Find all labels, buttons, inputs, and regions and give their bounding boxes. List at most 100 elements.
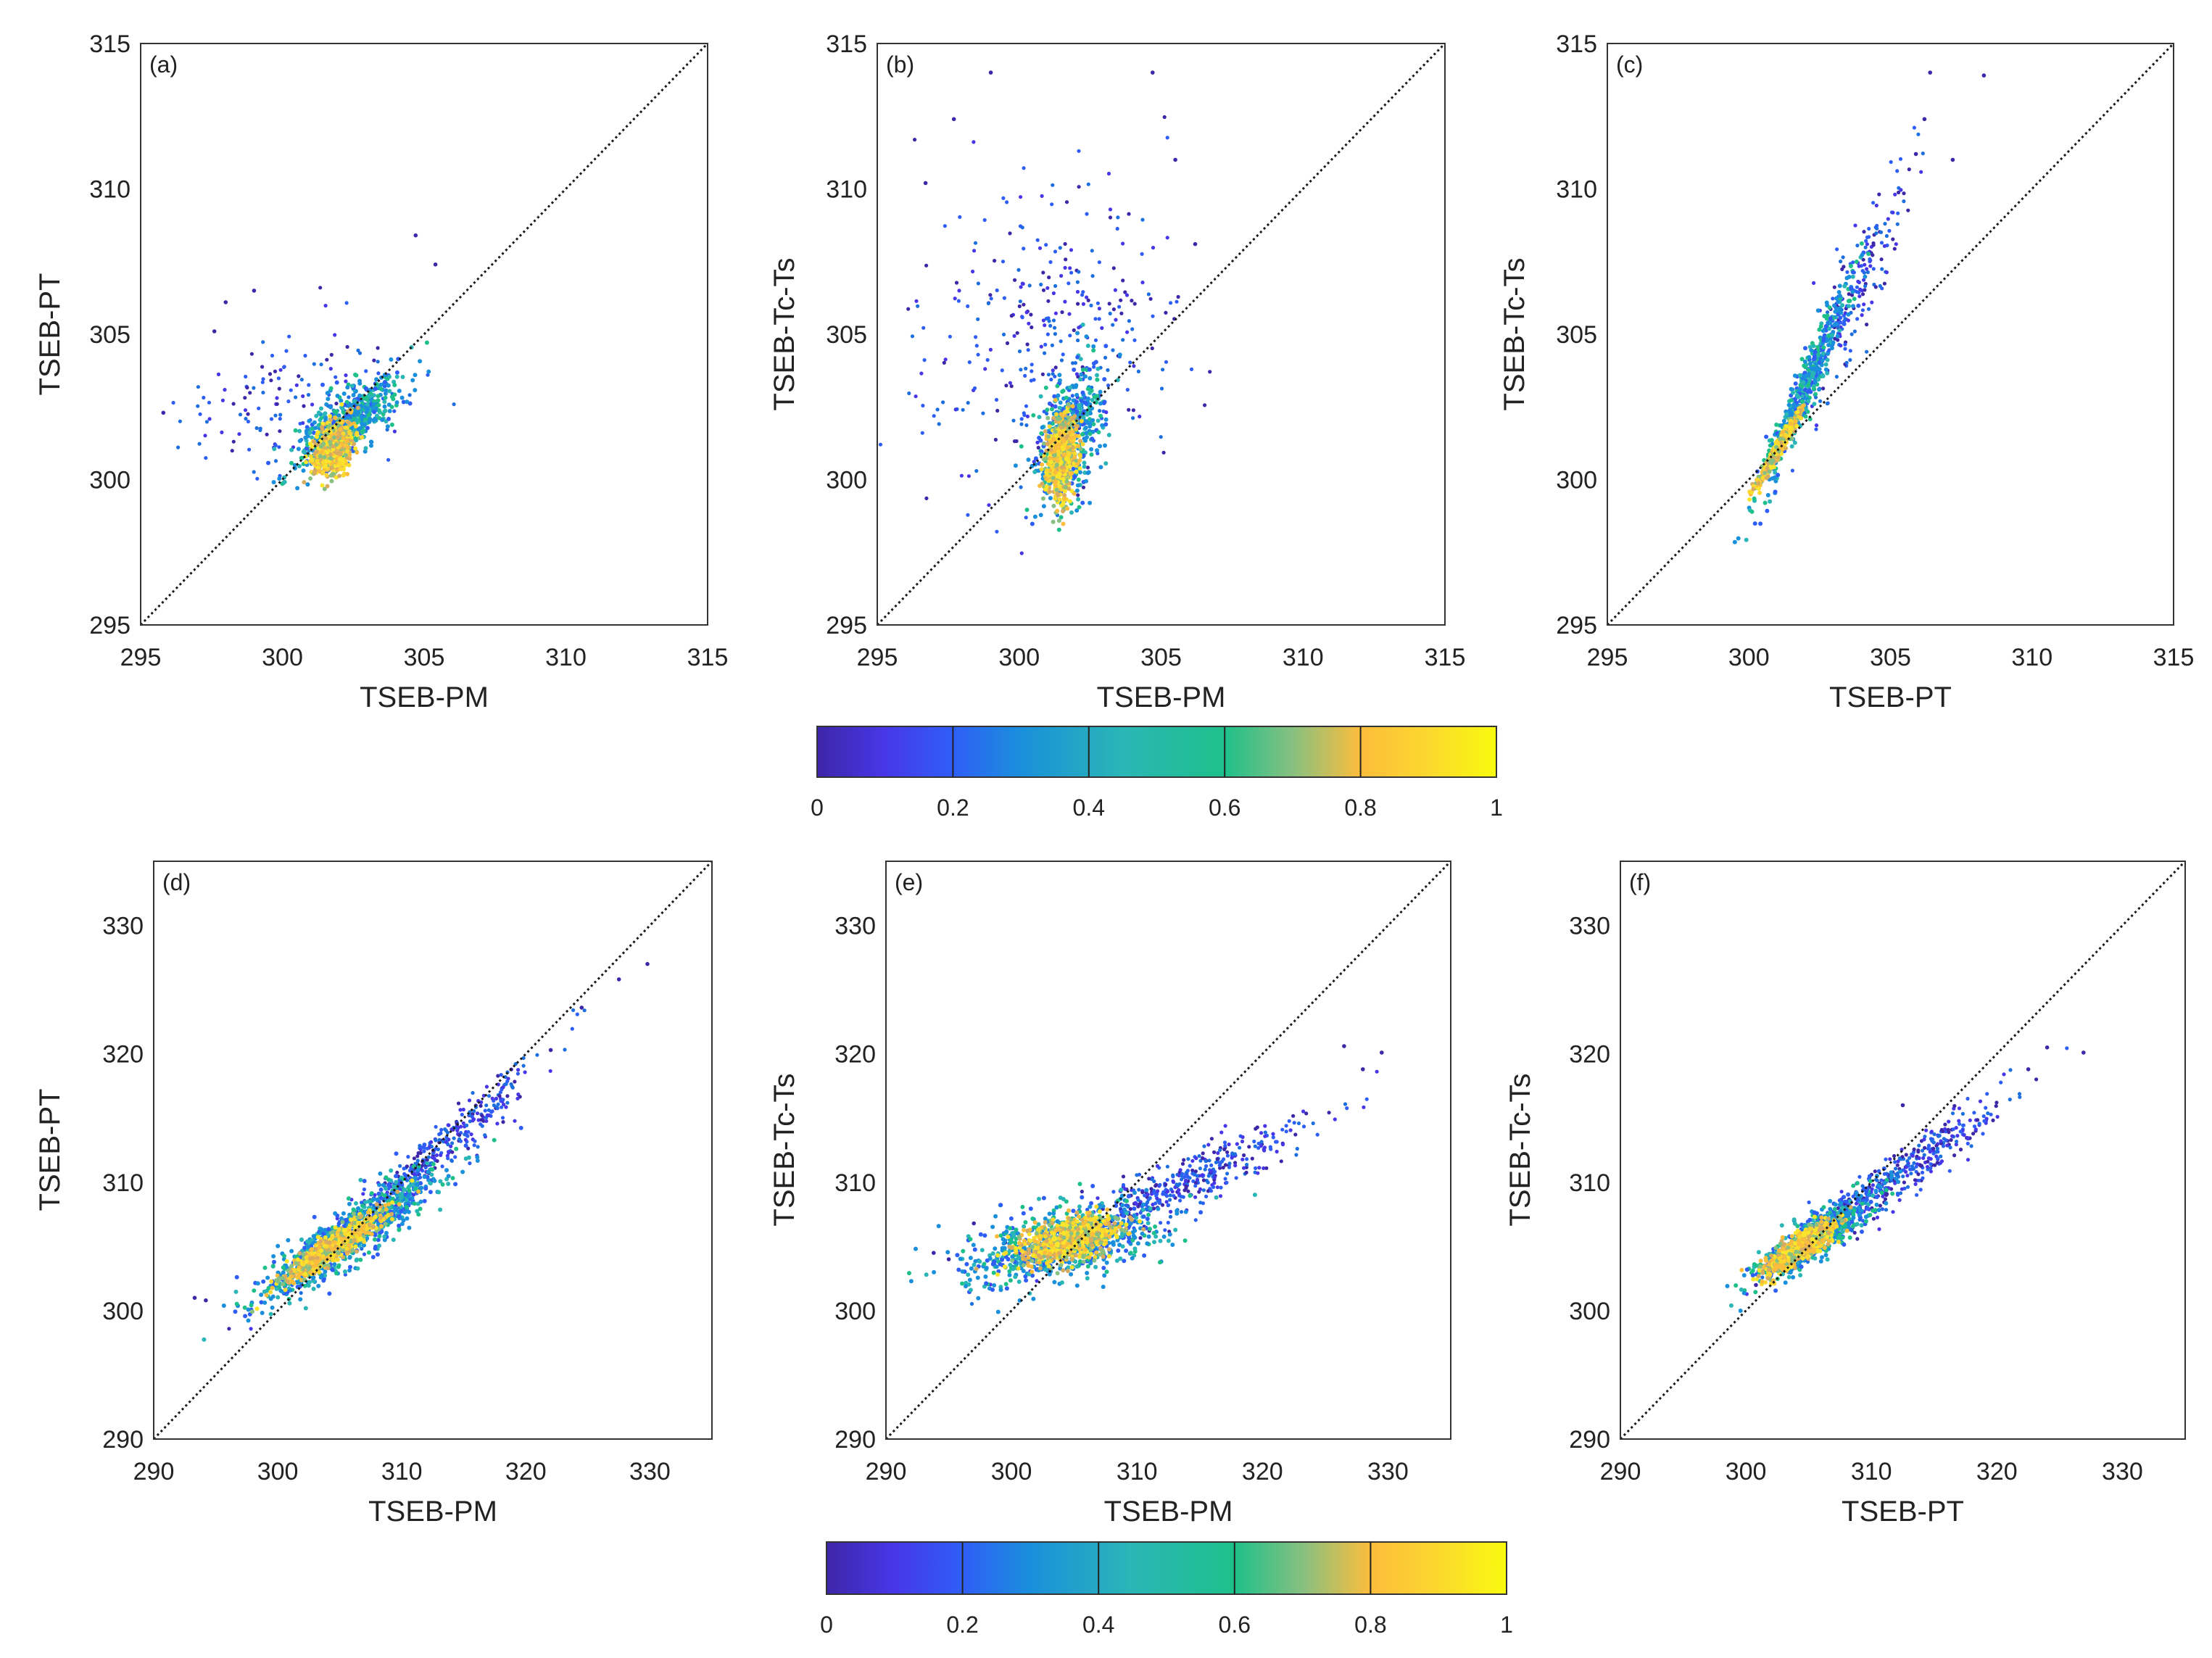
scatter-point [943,224,947,228]
scatter-point [1868,257,1872,262]
scatter-point [476,1145,480,1149]
scatter-point [1756,486,1761,491]
scatter-point [1074,409,1080,414]
scatter-point [913,138,917,142]
scatter-point [1148,297,1153,301]
scatter-point [1732,539,1737,544]
scatter-point [238,413,243,417]
scatter-point [394,370,399,375]
scatter-point [1087,367,1092,372]
scatter-point [1083,374,1088,379]
scatter-point [494,1096,499,1101]
scatter-point [1879,241,1884,245]
scatter-point [575,1012,579,1016]
scatter-point [1138,414,1142,419]
scatter-point [1767,469,1772,474]
scatter-point [1059,273,1064,278]
scatter-point [312,439,317,444]
scatter-point [1116,215,1120,220]
scatter-point [1075,280,1080,284]
scatter-point [1084,419,1089,424]
scatter-point [1015,331,1019,335]
scatter-point [966,304,970,308]
scatter-point [197,442,202,446]
scatter-point [1043,456,1048,461]
scatter-point [1076,497,1081,502]
scatter-point [1161,450,1166,455]
scatter-point [362,1179,367,1183]
scatter-point [1119,298,1123,302]
scatter-point [1078,439,1083,444]
scatter-point [1921,152,1925,156]
scatter-point [356,348,360,352]
scatter-point [386,416,391,421]
scatter-point [932,414,936,418]
scatter-point [367,419,372,424]
scatter-point [484,1103,489,1108]
scatter-point [1098,389,1103,394]
scatter-point [920,431,924,435]
scatter-point [332,409,337,414]
scatter-point [320,449,325,454]
scatter-point [1098,465,1103,470]
scatter-point [363,422,367,427]
scatter-point [1873,285,1878,289]
panel-d: (d) 290 300 310 320 330 290 300 310 320 … [34,860,713,1528]
scatter-point [446,1156,450,1161]
scatter-point [1132,364,1136,368]
scatter-point [400,375,405,379]
scatter-point [405,399,410,405]
scatter-point [1765,493,1770,497]
scatter-point [231,402,236,406]
scatter-point [1059,425,1064,430]
panel-a-points [161,233,456,492]
scatter-point [459,1124,463,1129]
scatter-point [1776,441,1780,446]
scatter-point [1868,264,1873,268]
scatter-point [1012,439,1017,444]
scatter-point [1051,291,1056,296]
scatter-point [1027,283,1032,288]
scatter-point [1032,514,1037,519]
scatter-point [1024,507,1030,513]
scatter-point [1043,323,1047,328]
scatter-point [425,1146,429,1151]
panel-b-ytick-2: 305 [826,321,867,349]
scatter-point [475,1111,480,1116]
scatter-point [1069,248,1074,252]
scatter-point [1061,437,1066,442]
scatter-point [1831,297,1835,301]
scatter-point [1054,487,1059,492]
scatter-point [429,1172,434,1177]
scatter-point [1075,355,1080,360]
scatter-point [1013,278,1017,282]
scatter-point [1018,299,1022,304]
panel-c-ylabel: TSEB-Tc-Ts [1499,257,1530,410]
scatter-point [1878,283,1882,289]
scatter-point [1130,327,1135,331]
scatter-point [352,442,357,447]
scatter-point [1051,519,1056,524]
scatter-point [1906,208,1910,212]
scatter-point [460,1112,464,1117]
scatter-point [220,398,225,402]
scatter-point [1037,415,1042,420]
panel-c: (c) 295 300 305 310 315 295 300 305 310 … [1499,30,2194,713]
scatter-point [320,421,326,426]
scatter-point [1863,288,1867,292]
scatter-point [1840,303,1845,308]
scatter-point [333,333,337,337]
scatter-point [1079,418,1084,423]
scatter-point [1069,471,1074,476]
scatter-point [1821,351,1826,356]
scatter-point [356,409,360,414]
scatter-point [1826,352,1830,356]
scatter-point [312,471,317,476]
scatter-point [1089,303,1093,307]
scatter-point [1074,427,1079,431]
scatter-point [1879,257,1884,262]
scatter-point [1019,444,1024,449]
scatter-point [352,399,357,404]
scatter-point [1772,465,1776,470]
scatter-point [266,1285,271,1290]
